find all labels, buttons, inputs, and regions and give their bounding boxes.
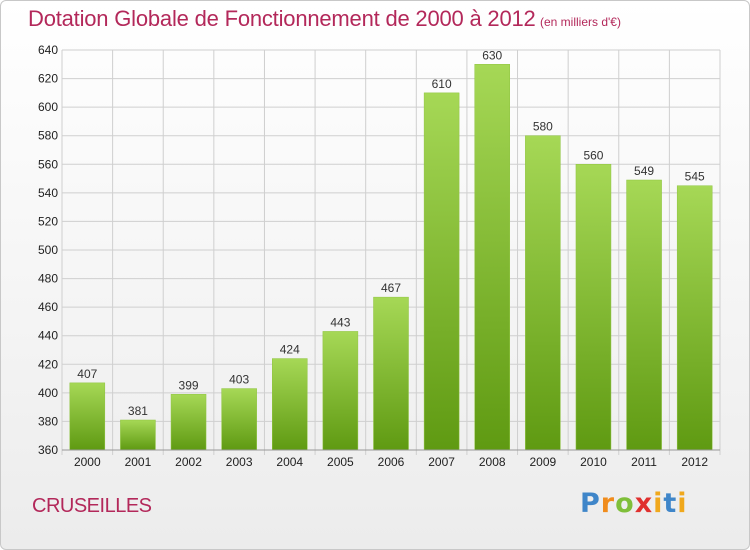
bar-2010 bbox=[575, 164, 612, 451]
data-label: 407 bbox=[77, 367, 97, 381]
labels-layer: 407 381 399 403 424 443 467 610 630 580 560 549 545 bbox=[77, 48, 705, 418]
y-tick-label: 620 bbox=[38, 72, 58, 86]
y-tick-label: 360 bbox=[38, 443, 58, 457]
y-tick-label: 500 bbox=[38, 243, 58, 257]
y-tick-label: 380 bbox=[38, 414, 58, 428]
proxiti-logo: Proxiti bbox=[580, 488, 688, 519]
x-tick-label: 2006 bbox=[378, 455, 405, 469]
axes-layer: 360 380 400 420 440 460 480 500 520 540 560 580 600 6… bbox=[38, 43, 720, 469]
y-tick-label: 480 bbox=[38, 272, 58, 286]
y-tick-label: 460 bbox=[38, 300, 58, 314]
y-tick-label: 600 bbox=[38, 100, 58, 114]
data-label: 610 bbox=[432, 77, 452, 91]
y-tick-label: 540 bbox=[38, 186, 58, 200]
x-tick-label: 2000 bbox=[74, 455, 101, 469]
x-tick-label: 2007 bbox=[428, 455, 455, 469]
chart-unit: (en milliers d'€) bbox=[540, 15, 621, 29]
bar-2006 bbox=[373, 296, 409, 451]
bar-2008 bbox=[474, 64, 510, 451]
bar-2007 bbox=[423, 92, 460, 451]
bars-layer bbox=[69, 64, 713, 451]
x-tick-label: 2003 bbox=[226, 455, 253, 469]
x-tick-label: 2008 bbox=[479, 455, 506, 469]
bar-2000 bbox=[69, 382, 106, 451]
y-tick-label: 640 bbox=[38, 43, 58, 57]
data-label: 403 bbox=[229, 373, 249, 387]
bar-2004 bbox=[272, 358, 308, 451]
x-tick-label: 2001 bbox=[125, 455, 152, 469]
data-label: 443 bbox=[330, 315, 350, 329]
data-label: 549 bbox=[634, 164, 654, 178]
data-label: 467 bbox=[381, 281, 401, 295]
x-tick-label: 2004 bbox=[276, 455, 303, 469]
x-tick-label: 2012 bbox=[681, 455, 708, 469]
bar-2012 bbox=[676, 185, 713, 451]
x-tick-label: 2005 bbox=[327, 455, 354, 469]
commune-name: CRUSEILLES bbox=[32, 495, 152, 517]
y-tick-label: 520 bbox=[38, 214, 58, 228]
data-label: 399 bbox=[179, 378, 199, 392]
data-label: 545 bbox=[685, 170, 705, 184]
bar-2003 bbox=[221, 388, 257, 451]
data-label: 630 bbox=[482, 48, 502, 62]
y-tick-label: 420 bbox=[38, 357, 58, 371]
bar-2009 bbox=[525, 135, 561, 451]
x-tick-label: 2009 bbox=[529, 455, 556, 469]
y-tick-label: 400 bbox=[38, 386, 58, 400]
bar-2001 bbox=[120, 419, 156, 451]
chart-title: Dotation Globale de Fonctionnement de 20… bbox=[28, 6, 536, 31]
bar-2011 bbox=[626, 179, 662, 451]
x-tick-label: 2011 bbox=[631, 455, 657, 469]
bar-2005 bbox=[322, 331, 359, 451]
data-label: 580 bbox=[533, 120, 553, 134]
y-tick-label: 440 bbox=[38, 329, 58, 343]
x-tick-label: 2002 bbox=[175, 455, 202, 469]
data-label: 560 bbox=[583, 148, 603, 162]
data-label: 424 bbox=[280, 343, 300, 357]
x-tick-label: 2010 bbox=[580, 455, 607, 469]
y-tick-label: 580 bbox=[38, 129, 58, 143]
bar-2002 bbox=[170, 394, 207, 451]
y-tick-label: 560 bbox=[38, 157, 58, 171]
data-label: 381 bbox=[128, 404, 148, 418]
